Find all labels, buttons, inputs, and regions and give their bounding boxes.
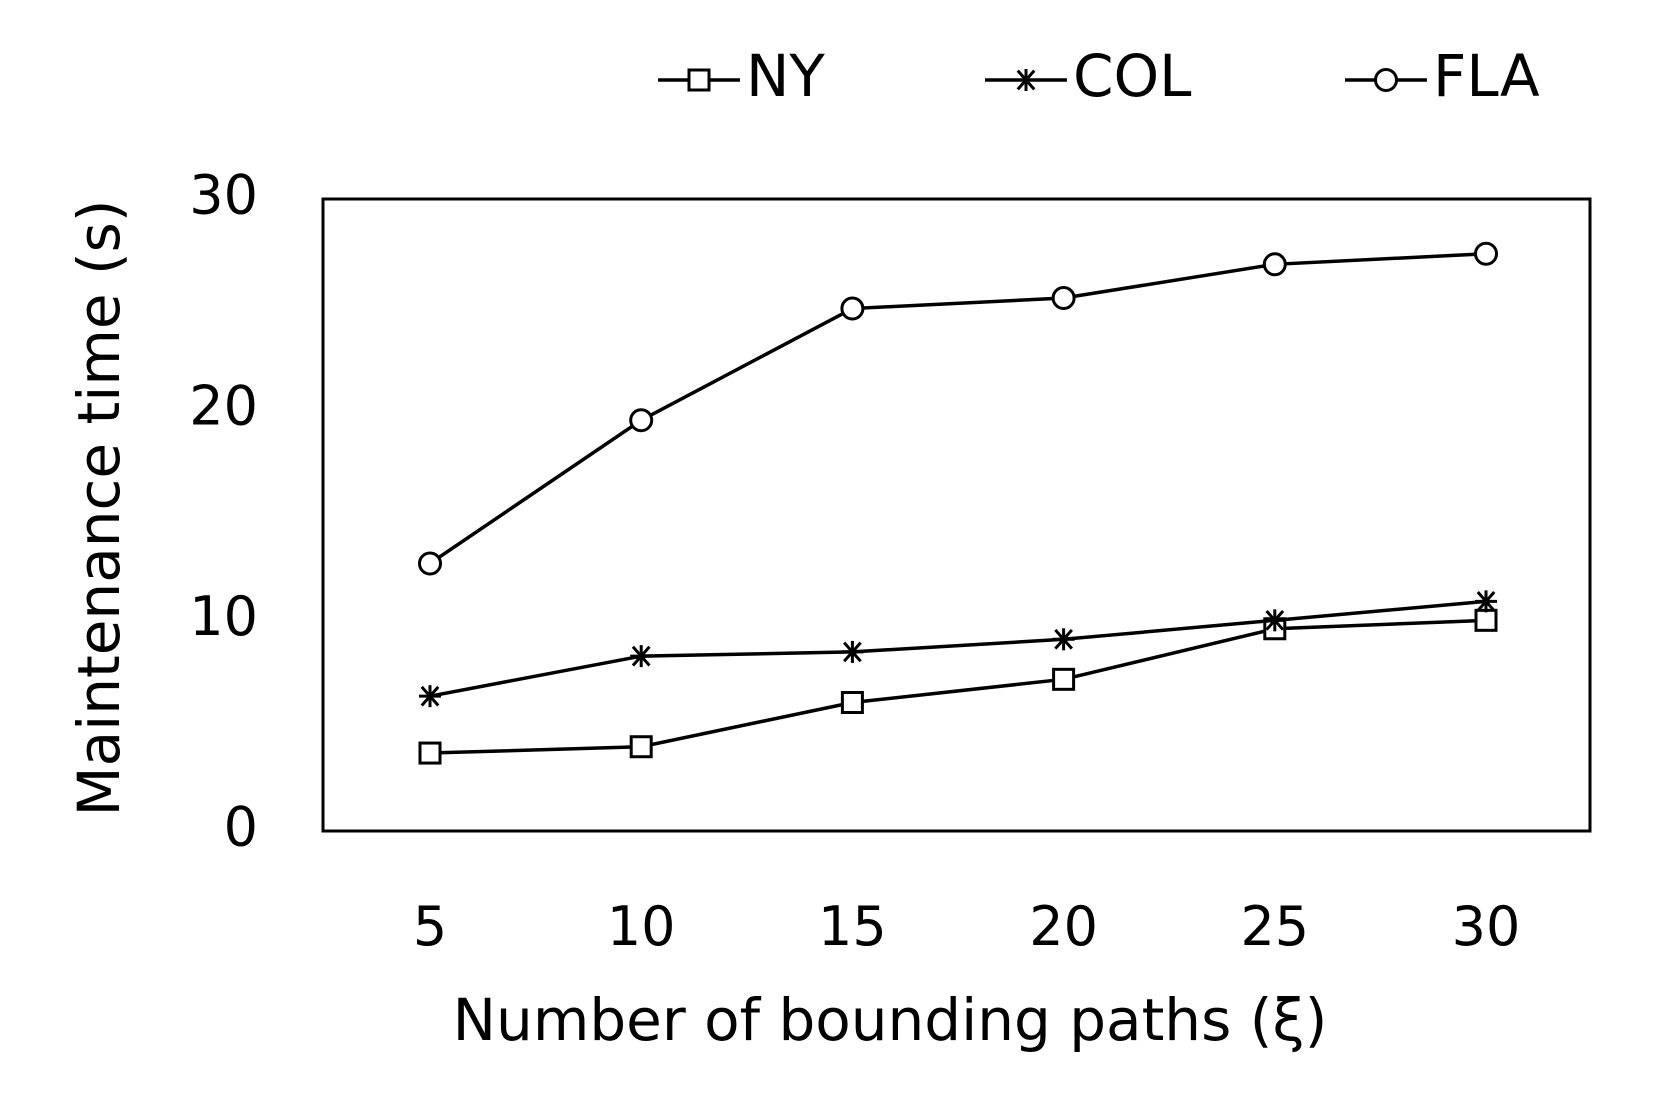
data-point-col — [1263, 609, 1286, 632]
series-line-ny — [429, 618, 1487, 755]
legend-item-fla: FLA — [1345, 42, 1540, 110]
series-layer — [418, 241, 1498, 765]
legend-item-col: COL — [985, 42, 1191, 110]
data-point-col — [1475, 590, 1497, 613]
plot-frame — [321, 197, 1592, 833]
legend-label-fla: FLA — [1433, 42, 1540, 110]
legend-marker-col — [1015, 69, 1037, 91]
legend-item-ny: NY — [658, 42, 825, 110]
data-point-fla — [1262, 252, 1287, 277]
data-point-col — [630, 645, 653, 668]
x-axis-ticks: 5 10 15 20 25 30 — [413, 895, 1521, 958]
x-axis-title: Number of bounding paths (ξ) — [453, 986, 1328, 1054]
data-point-fla — [1051, 286, 1076, 311]
data-point-ny — [418, 741, 442, 765]
series-col — [419, 590, 1497, 708]
y-tick-label: 0 — [224, 796, 258, 859]
series-fla — [418, 241, 1498, 576]
legend-label-col: COL — [1073, 42, 1191, 110]
series-line-fla — [429, 252, 1487, 565]
data-point-ny — [840, 690, 864, 714]
y-axis-ticks: 0 10 20 30 — [189, 164, 258, 859]
x-tick-label: 25 — [1240, 895, 1309, 958]
data-point-ny — [1474, 608, 1498, 632]
series-ny — [418, 608, 1498, 765]
data-point-ny — [1052, 667, 1076, 691]
data-point-col — [419, 685, 441, 708]
data-point-fla — [629, 408, 654, 433]
legend-label-ny: NY — [746, 42, 825, 110]
x-tick-label: 20 — [1029, 895, 1098, 958]
data-point-fla — [1474, 241, 1498, 266]
y-tick-label: 20 — [189, 374, 258, 437]
x-tick-label: 30 — [1452, 895, 1521, 958]
y-tick-label: 30 — [189, 164, 258, 227]
data-point-ny — [629, 735, 653, 759]
data-point-col — [841, 640, 864, 663]
legend: NY COL FLA — [658, 42, 1540, 110]
data-point-fla — [418, 551, 442, 576]
series-line-col — [429, 599, 1487, 698]
x-tick-label: 10 — [607, 895, 676, 958]
x-tick-label: 5 — [413, 895, 447, 958]
data-point-fla — [840, 296, 865, 321]
data-point-col — [1052, 628, 1075, 651]
y-axis-title: Maintenance time (s) — [65, 200, 133, 817]
x-tick-label: 15 — [818, 895, 887, 958]
y-tick-label: 10 — [189, 585, 258, 648]
legend-marker-ny — [687, 68, 711, 92]
legend-marker-fla — [1374, 68, 1398, 92]
